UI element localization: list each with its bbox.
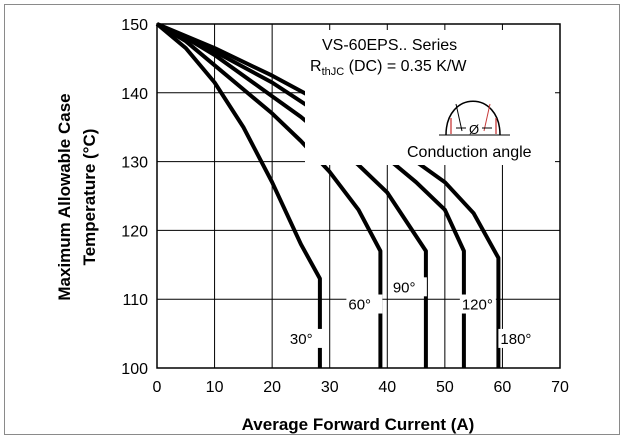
y-axis-label-line2: Temperature (°C): [80, 129, 99, 266]
curve-label-bg: [390, 277, 427, 297]
x-tick-label: 30: [321, 379, 339, 396]
curve-label-bg: [346, 294, 383, 314]
y-tick-labels: 100 110 120 130 140 150: [121, 17, 148, 378]
curve-label-bg: [459, 294, 496, 314]
rth-suffix: (DC) = 0.35 K/W: [344, 58, 467, 75]
curve-label: 30°: [290, 331, 313, 348]
y-axis-label: Maximum Allowable Case Temperature (°C): [55, 93, 99, 300]
y-tick-label: 140: [121, 86, 148, 103]
x-tick-label: 40: [378, 379, 396, 396]
x-tick-label: 0: [153, 379, 162, 396]
series-title: VS-60EPS.. Series: [322, 37, 457, 54]
x-tick-label: 60: [494, 379, 512, 396]
annotation: VS-60EPS.. Series RthJC (DC) = 0.35 K/W …: [305, 30, 555, 165]
curve-line: [156, 22, 428, 368]
x-tick-label: 20: [263, 379, 281, 396]
rth-subscript: thJC: [322, 66, 345, 78]
rth-prefix: R: [310, 58, 322, 75]
y-tick-label: 100: [121, 361, 148, 378]
x-axis-label: Average Forward Current (A): [242, 415, 475, 434]
x-tick-label: 70: [551, 379, 569, 396]
thermal-resistance: RthJC (DC) = 0.35 K/W: [310, 58, 467, 78]
y-tick-label: 120: [121, 223, 148, 240]
y-axis-label-line1: Maximum Allowable Case: [55, 93, 74, 300]
curve-label-bg: [287, 328, 324, 348]
curve-label: 60°: [348, 297, 371, 314]
curve-label: 90°: [393, 279, 416, 296]
figure-border: [4, 4, 620, 435]
curve-line: [155, 22, 383, 368]
x-tick-labels: 0 10 20 30 40 50 60 70: [153, 379, 569, 396]
conduction-angle-label: Conduction angle: [407, 144, 532, 161]
phi-symbol: Ø: [469, 122, 479, 137]
y-tick-label: 110: [122, 292, 148, 309]
curve-label: 120°: [462, 297, 493, 314]
conduction-angle-icon: Ø: [439, 100, 510, 137]
y-tick-label: 150: [121, 17, 148, 34]
curve-label: 180°: [500, 331, 531, 348]
annotation-background: [305, 30, 555, 165]
plot-area: [156, 23, 561, 369]
x-tick-label: 10: [206, 379, 224, 396]
curve-line: [155, 22, 322, 368]
y-tick-label: 130: [121, 155, 148, 172]
x-tick-label: 50: [436, 379, 454, 396]
curve-label-bg: [498, 328, 535, 348]
